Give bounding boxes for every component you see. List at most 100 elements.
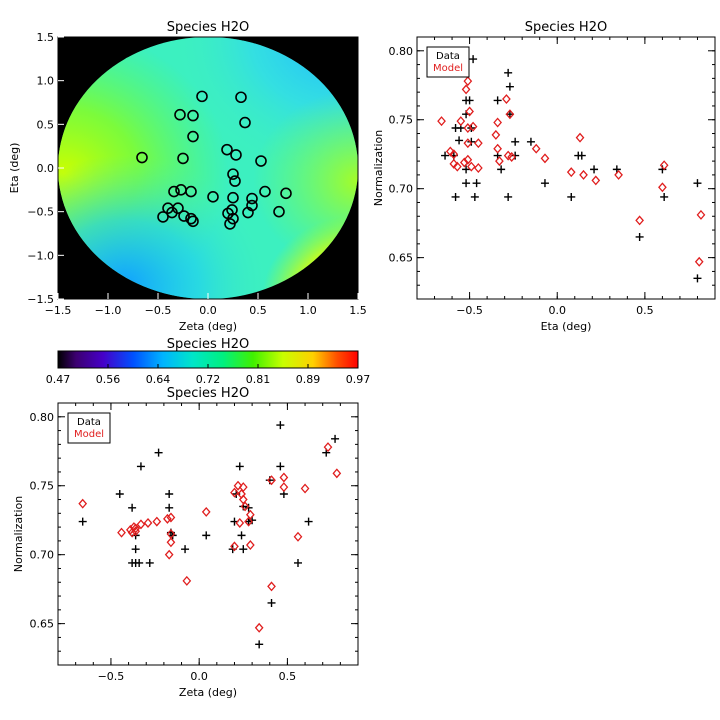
heatmap-ytick-label: 1.0 [37,75,55,88]
eta-scatter-model-point [502,94,511,105]
colorbar-tick-label: 0.56 [96,373,121,386]
zeta-scatter-model-point [131,523,141,534]
eta-scatter-model-point [658,182,667,193]
zeta-scatter-model-point [244,516,253,527]
station-marker [235,91,247,104]
eta-scatter-model-point [449,149,459,160]
station-marker [259,185,271,198]
zeta-scatter-legend-model: Model [74,429,104,440]
zeta-scatter-model-point [166,512,176,523]
eta-scatter-model-point [452,161,462,172]
eta-scatter-data-point [462,179,471,188]
station-marker [196,90,208,103]
zeta-scatter-model-point [117,527,126,538]
eta-scatter-model-point [463,76,473,87]
zeta-scatter-model-point [300,483,310,494]
eta-scatter-model-point [696,209,706,220]
eta-scatter-data-point [504,192,513,201]
zeta-scatter-model-point [267,581,276,592]
zeta-scatter-model-point [152,516,162,527]
eta-scatter-model-point [493,143,502,154]
zeta-scatter-model-point [332,468,342,479]
zeta-scatter-data-point [235,462,244,471]
eta-scatter-data-point [526,137,535,146]
eta-scatter-legend-model: Model [433,63,463,74]
eta-scatter-model-point [505,109,515,120]
station-marker [185,212,197,225]
eta-scatter-data-point [455,136,464,145]
eta-scatter-data-point [462,165,471,174]
eta-scatter-data-point [505,82,514,91]
zeta-scatter-data-point [331,434,340,443]
station-marker [221,143,233,156]
zeta-scatter-data-point [145,558,154,567]
colorbar-tick-label: 0.72 [196,373,221,386]
eta-scatter-model-point [575,132,585,143]
station-marker [178,210,190,222]
zeta-scatter-data-point [115,490,124,499]
zeta-scatter-xlabel: Zeta (deg) [179,686,237,699]
zeta-scatter-data-point [304,517,313,526]
eta-scatter-xtick-label: 0.5 [636,304,654,317]
eta-scatter-data-point [693,274,702,283]
eta-scatter-model-point [456,116,466,127]
zeta-scatter-model-point [267,475,276,486]
zeta-scatter-model-point [233,480,243,491]
zeta-scatter-model-point [254,622,264,633]
zeta-scatter-model-point [136,519,146,530]
eta-scatter-data-point [660,192,669,201]
zeta-scatter-model-point [279,472,289,483]
eta-scatter-model-point [445,146,455,157]
zeta-scatter-model-point [235,517,245,528]
eta-scatter-model-point [466,161,476,172]
heatmap-title: Species H2O [167,20,249,35]
eta-scatter-data-point [451,192,460,201]
station-marker [172,202,184,214]
colorbar-tick-label: 0.89 [296,373,321,386]
station-marker [187,109,199,122]
eta-scatter-model-point [591,175,601,186]
zeta-scatter-model-point [182,575,192,586]
station-marker [177,152,189,165]
eta-scatter-model-point [495,156,504,167]
station-marker [273,205,285,218]
zeta-scatter-ylabel: Normalization [12,496,25,572]
heatmap-ylabel: Eta (deg) [8,143,21,194]
zeta-scatter-model-point [164,549,174,560]
station-marker [239,116,251,129]
station-marker [157,211,169,223]
eta-scatter-ytick-label: 0.75 [389,114,414,127]
eta-scatter-model-point [635,215,644,226]
heatmap-ytick-label: −1.0 [27,249,54,262]
station-marker [227,168,239,180]
zeta-scatter-data-point [181,545,190,554]
zeta-scatter-data-point [78,517,87,526]
heatmap-xtick-label: −1.5 [45,304,72,317]
eta-scatter-model-point [459,157,469,168]
zeta-scatter-model-point [230,487,239,498]
eta-scatter-model-point [461,84,471,95]
zeta-scatter-data-point [276,462,285,471]
eta-scatter-data-point [511,137,520,146]
eta-scatter-model-point [579,169,588,180]
zeta-scatter-data-point [165,503,174,512]
zeta-scatter-data-point [135,558,144,567]
zeta-scatter-data-point [239,545,248,554]
heatmap-xlabel: Zeta (deg) [179,320,237,333]
eta-scatter-title: Species H2O [525,20,607,35]
zeta-scatter-data-point [128,503,137,512]
station-marker [187,130,199,143]
eta-scatter-model-point [659,160,669,171]
zeta-scatter-data-point [165,490,174,499]
eta-scatter-data-point [635,232,644,241]
zeta-scatter-frame [57,402,359,666]
station-marker [246,192,258,205]
colorbar-tick-label: 0.97 [346,373,371,386]
heatmap-ytick-label: 1.5 [37,31,55,44]
zeta-scatter-model-point [166,537,176,548]
zeta-scatter-data-point [237,531,246,540]
eta-scatter-data-point [467,137,476,146]
zeta-scatter-ytick-label: 0.70 [30,549,55,562]
heatmap-xtick-label: −1.0 [95,304,122,317]
